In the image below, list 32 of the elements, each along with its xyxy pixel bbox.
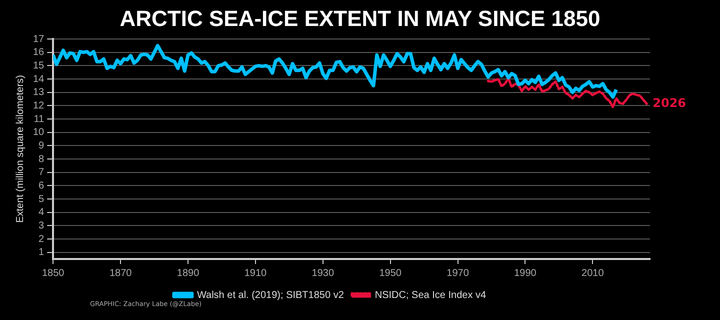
chart-title: ARCTIC SEA-ICE EXTENT IN MAY SINCE 1850	[118, 6, 602, 32]
y-tick-label: 14	[33, 74, 45, 85]
y-tick-label: 3	[38, 220, 45, 232]
y-axis-title: Extent (million square kilometers)	[14, 75, 26, 223]
y-tick-label: 11	[34, 114, 45, 125]
y-tick-label: 13	[33, 87, 45, 98]
y-tick-label: 17	[33, 34, 45, 45]
y-tick-label: 15	[33, 60, 45, 72]
y-tick-label: 10	[33, 127, 45, 138]
line-series	[486, 77, 648, 108]
y-tick-label: 9	[38, 140, 45, 152]
y-tick-label: 7	[38, 167, 45, 178]
x-tick-label: 1850	[42, 268, 65, 279]
legend-label: Walsh et al. (2019); SIBT1850 v2	[196, 290, 344, 301]
y-tick-label: 5	[38, 194, 45, 205]
y-tick-label: 12	[33, 100, 45, 112]
annotation: 2026	[652, 96, 686, 110]
y-tick-label: 6	[38, 180, 45, 192]
x-tick-label: 1930	[312, 268, 334, 279]
x-tick-label: 2010	[582, 268, 604, 279]
y-tick-label: 4	[38, 207, 45, 218]
x-tick-label: 1990	[514, 268, 537, 279]
y-tick-label: 16	[33, 47, 45, 58]
y-tick-label: 1	[38, 247, 45, 258]
x-tick-label: 1870	[109, 268, 132, 279]
x-tick-label: 1890	[176, 268, 200, 279]
y-tick-label: 8	[38, 154, 45, 165]
legend-label: NSIDC; Sea Ice Index v4	[374, 290, 486, 301]
x-tick-label: 1970	[446, 268, 470, 279]
x-tick-label: 1950	[379, 268, 402, 279]
y-tick-label: 2	[38, 234, 45, 245]
x-tick-label: 1910	[244, 268, 268, 279]
